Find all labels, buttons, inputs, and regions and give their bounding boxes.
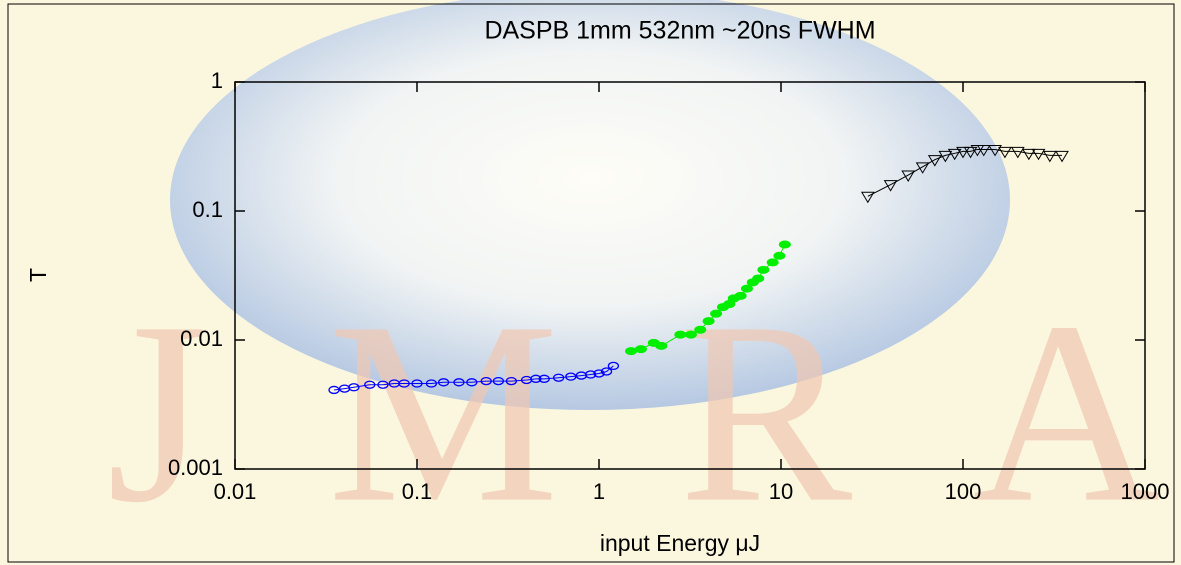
point xyxy=(453,378,465,387)
point xyxy=(674,330,687,339)
point xyxy=(901,170,916,183)
point xyxy=(734,291,747,300)
point xyxy=(585,370,597,379)
y-tick-label: 0.1 xyxy=(192,197,223,222)
point xyxy=(778,240,791,249)
y-tick-label: 1 xyxy=(211,68,223,93)
point xyxy=(593,369,605,378)
point xyxy=(766,258,779,267)
point xyxy=(530,374,542,383)
point xyxy=(998,146,1012,159)
point xyxy=(364,380,376,389)
x-tick-label: 0.01 xyxy=(214,479,257,504)
x-axis-title: input Energy μJ xyxy=(600,530,760,556)
plot-frame xyxy=(234,81,1146,470)
point xyxy=(538,374,550,383)
point xyxy=(466,378,478,387)
point xyxy=(684,330,697,339)
point xyxy=(437,378,450,387)
point xyxy=(710,309,723,318)
series-line xyxy=(333,365,614,391)
point xyxy=(947,148,962,161)
point xyxy=(773,251,786,260)
point xyxy=(398,379,410,388)
point xyxy=(915,162,930,174)
point xyxy=(1010,146,1025,159)
outer-frame xyxy=(7,3,1175,563)
point xyxy=(702,317,715,326)
point xyxy=(694,325,707,334)
point xyxy=(757,265,770,274)
point xyxy=(411,379,423,388)
point xyxy=(860,191,875,204)
y-tick-label: 0.01 xyxy=(180,326,223,351)
chart-title: DASPB 1mm 532nm ~20ns FWHM xyxy=(484,17,875,45)
x-tick-label: 1000 xyxy=(1121,479,1170,504)
point xyxy=(1042,150,1057,163)
point xyxy=(938,150,953,163)
point xyxy=(552,373,565,382)
point xyxy=(655,341,668,350)
y-tick-label: 0.001 xyxy=(168,455,223,480)
point xyxy=(740,284,753,293)
point xyxy=(492,376,505,386)
point xyxy=(883,180,898,192)
point xyxy=(480,376,492,386)
point xyxy=(988,144,1002,157)
point xyxy=(927,155,942,167)
watermark-globe xyxy=(170,0,1010,410)
x-tick-label: 100 xyxy=(945,479,982,504)
watermark-text: IJMRA xyxy=(0,269,1181,557)
point xyxy=(634,345,647,354)
point xyxy=(425,379,438,388)
x-tick-label: 1 xyxy=(593,479,605,504)
point xyxy=(565,372,577,381)
point xyxy=(600,367,613,376)
point xyxy=(328,385,340,395)
y-axis-title: T xyxy=(25,268,51,282)
point xyxy=(1055,150,1069,163)
point xyxy=(1021,148,1036,161)
point xyxy=(377,380,389,389)
x-tick-label: 10 xyxy=(769,479,793,504)
point xyxy=(625,347,638,356)
point xyxy=(505,376,518,386)
point xyxy=(976,144,991,157)
point xyxy=(1031,148,1046,161)
x-tick-label: 0.1 xyxy=(402,479,433,504)
point xyxy=(963,146,978,159)
point xyxy=(752,274,765,283)
point xyxy=(607,361,620,371)
point xyxy=(348,383,360,392)
point xyxy=(956,146,970,159)
